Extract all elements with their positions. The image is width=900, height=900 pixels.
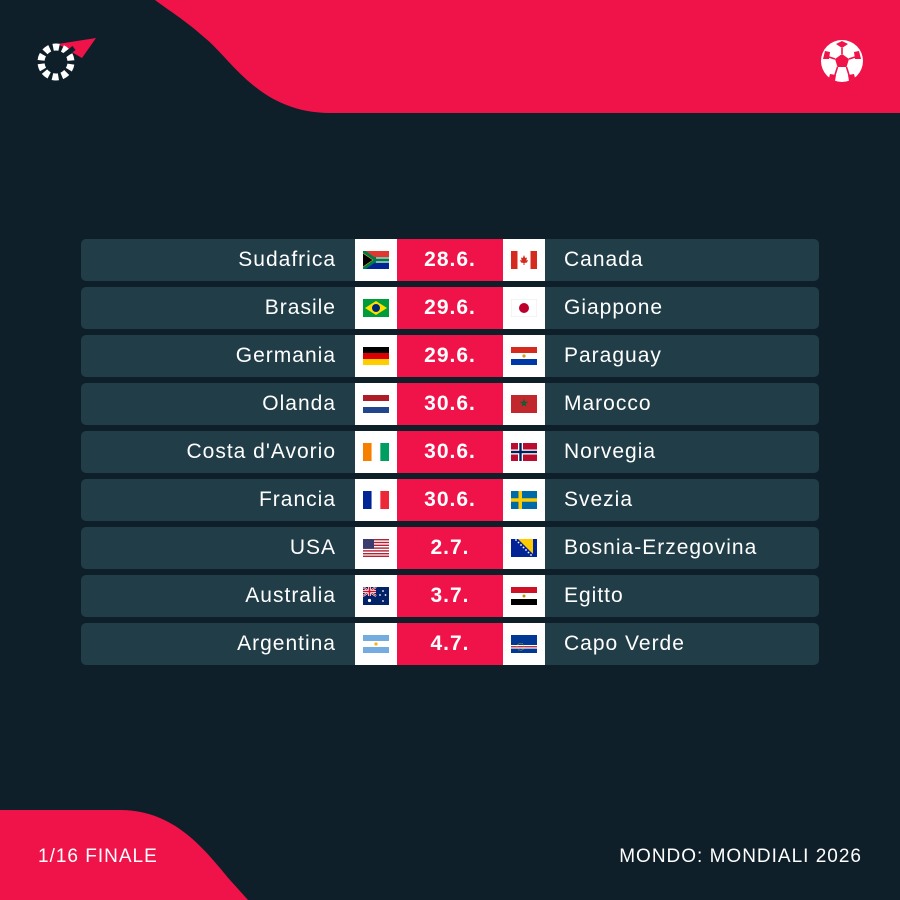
home-team: Olanda bbox=[262, 392, 336, 415]
home-flag-cell bbox=[355, 431, 397, 473]
home-flag-cell bbox=[355, 383, 397, 425]
australia-flag-icon bbox=[363, 587, 389, 605]
match-row: Germania 29.6. Paraguay bbox=[81, 335, 819, 377]
stage-label: 1/16 FINALE bbox=[38, 846, 158, 867]
france-flag-icon bbox=[363, 491, 389, 509]
netherlands-flag-icon bbox=[363, 395, 389, 413]
japan-flag-icon bbox=[511, 299, 537, 317]
away-flag-cell bbox=[503, 239, 545, 281]
away-team: Canada bbox=[564, 248, 644, 271]
away-flag-cell bbox=[503, 383, 545, 425]
brazil-flag-icon bbox=[363, 299, 389, 317]
away-team: Paraguay bbox=[564, 344, 662, 367]
away-team: Giappone bbox=[564, 296, 664, 319]
home-flag-cell bbox=[355, 527, 397, 569]
morocco-flag-icon bbox=[511, 395, 537, 413]
home-flag-cell bbox=[355, 335, 397, 377]
top-right-red-shape bbox=[155, 0, 900, 113]
away-team: Egitto bbox=[564, 584, 624, 607]
argentina-flag-icon bbox=[363, 635, 389, 653]
match-date: 3.7. bbox=[397, 575, 503, 617]
match-row: Costa d'Avorio 30.6. Norvegia bbox=[81, 431, 819, 473]
match-date: 29.6. bbox=[397, 335, 503, 377]
match-row: Sudafrica 28.6. Canada bbox=[81, 239, 819, 281]
home-team: USA bbox=[289, 536, 336, 559]
home-team: Australia bbox=[245, 584, 336, 607]
match-row: Argentina 4.7. Capo Verde bbox=[81, 623, 819, 665]
away-team: Marocco bbox=[564, 392, 652, 415]
home-flag-cell bbox=[355, 623, 397, 665]
home-team: Costa d'Avorio bbox=[186, 440, 336, 463]
germany-flag-icon bbox=[363, 347, 389, 365]
competition-label: MONDO: MONDIALI 2026 bbox=[619, 846, 862, 867]
away-flag-cell bbox=[503, 623, 545, 665]
away-flag-cell bbox=[503, 287, 545, 329]
match-date: 29.6. bbox=[397, 287, 503, 329]
paraguay-flag-icon bbox=[511, 347, 537, 365]
flashscore-logo-icon bbox=[37, 38, 96, 81]
cape-verde-flag-icon bbox=[511, 635, 537, 653]
home-flag-cell bbox=[355, 575, 397, 617]
match-row: Olanda 30.6. Marocco bbox=[81, 383, 819, 425]
home-team: Brasile bbox=[264, 296, 336, 319]
soccer-ball-icon bbox=[821, 40, 863, 82]
match-row: Francia 30.6. Svezia bbox=[81, 479, 819, 521]
match-row: USA 2.7. Bosnia-Erzegovina bbox=[81, 527, 819, 569]
away-team: Norvegia bbox=[564, 440, 657, 463]
canada-flag-icon bbox=[511, 251, 537, 269]
away-team: Bosnia-Erzegovina bbox=[564, 536, 758, 559]
bottom-left-red-shape bbox=[0, 810, 248, 900]
match-row: Brasile 29.6. Giappone bbox=[81, 287, 819, 329]
match-date: 2.7. bbox=[397, 527, 503, 569]
home-team: Sudafrica bbox=[238, 248, 336, 271]
match-date: 28.6. bbox=[397, 239, 503, 281]
home-flag-cell bbox=[355, 239, 397, 281]
match-row: Australia 3.7. Egitto bbox=[81, 575, 819, 617]
home-team: Argentina bbox=[237, 632, 336, 655]
match-date: 30.6. bbox=[397, 431, 503, 473]
sweden-flag-icon bbox=[511, 491, 537, 509]
away-flag-cell bbox=[503, 575, 545, 617]
away-flag-cell bbox=[503, 527, 545, 569]
home-flag-cell bbox=[355, 287, 397, 329]
bosnia-flag-icon bbox=[511, 539, 537, 557]
away-flag-cell bbox=[503, 479, 545, 521]
egypt-flag-icon bbox=[511, 587, 537, 605]
away-flag-cell bbox=[503, 335, 545, 377]
norway-flag-icon bbox=[511, 443, 537, 461]
home-team: Francia bbox=[258, 488, 336, 511]
south-africa-flag-icon bbox=[363, 251, 389, 269]
usa-flag-icon bbox=[363, 539, 389, 557]
away-flag-cell bbox=[503, 431, 545, 473]
match-date: 30.6. bbox=[397, 383, 503, 425]
home-flag-cell bbox=[355, 479, 397, 521]
match-date: 30.6. bbox=[397, 479, 503, 521]
away-team: Svezia bbox=[564, 488, 634, 511]
away-team: Capo Verde bbox=[564, 632, 685, 655]
home-team: Germania bbox=[235, 344, 336, 367]
match-table: Sudafrica 28.6. Canada Brasile 29.6. Giappone… bbox=[81, 239, 819, 671]
ivory-coast-flag-icon bbox=[363, 443, 389, 461]
match-date: 4.7. bbox=[397, 623, 503, 665]
